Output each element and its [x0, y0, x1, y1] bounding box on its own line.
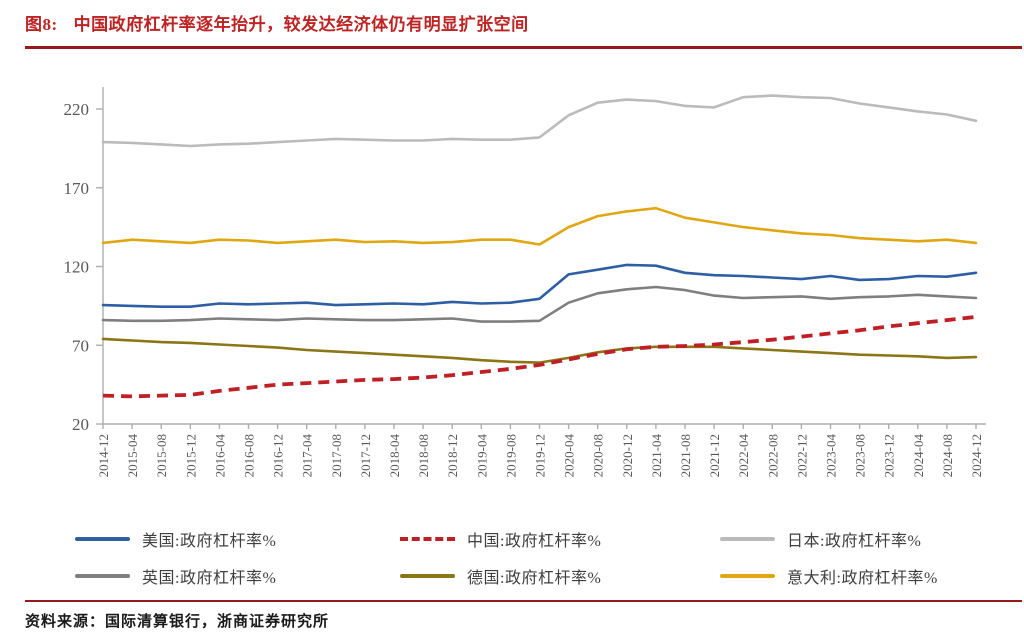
x-tick-label: 2015-12 [183, 434, 198, 477]
x-tick-label: 2019-04 [474, 434, 489, 478]
series-line-意大利 [101, 206, 978, 246]
source-text: 国际清算银行，浙商证券研究所 [105, 614, 330, 630]
legend-label: 德国:政府杠杆率% [467, 570, 602, 587]
x-tick-label: 2019-12 [533, 434, 548, 477]
x-tick-label: 2021-08 [678, 434, 693, 477]
x-tick-label: 2018-12 [445, 434, 460, 477]
x-tick-label: 2024-04 [911, 434, 926, 478]
legend-swatch-line [75, 574, 130, 578]
x-tick-label: 2016-08 [242, 434, 257, 477]
chart-area: 20 70 120 170 220 2014-12 2015-04 2015-08 2015-1… [0, 60, 1024, 520]
x-tick-label: 2024-08 [940, 434, 955, 477]
y-tick-label: 70 [72, 336, 89, 355]
y-tick-label: 20 [72, 415, 89, 434]
legend-item-日本: 日本:政府杠杆率% [720, 527, 995, 551]
x-tick-label: 2017-04 [300, 434, 315, 478]
x-tick-label: 2014-12 [96, 434, 111, 477]
x-tick-label: 2023-08 [853, 434, 868, 477]
x-tick-label: 2017-12 [358, 434, 373, 477]
y-tick-label: 170 [64, 179, 90, 198]
x-tick-label: 2024-12 [969, 434, 984, 477]
source-divider [25, 600, 1022, 602]
x-tick-label: 2015-08 [154, 434, 169, 477]
legend-label: 中国:政府杠杆率% [467, 533, 602, 550]
leverage-chart: 20 70 120 170 220 2014-12 2015-04 2015-08 2015-1… [64, 87, 986, 478]
source-line: 资料来源：国际清算银行，浙商证券研究所 [25, 610, 329, 631]
legend-swatch-line [75, 537, 130, 541]
legend-item-德国: 德国:政府杠杆率% [400, 564, 720, 588]
legend-label: 日本:政府杠杆率% [787, 533, 922, 550]
legend-swatch-line [720, 574, 775, 578]
x-tick-label: 2018-04 [387, 434, 402, 478]
legend-swatch-line [400, 574, 455, 578]
x-tick-label: 2022-12 [794, 434, 809, 477]
x-tick-label: 2015-04 [125, 434, 140, 478]
legend-item-美国: 美国:政府杠杆率% [75, 527, 400, 551]
figure-title-line: 图8: 中国政府杠杆率逐年抬升，较发达经济体仍有明显扩张空间 [25, 10, 1005, 35]
legend-label: 英国:政府杠杆率% [142, 570, 277, 587]
figure-number: 图8: [25, 15, 58, 34]
legend-label: 意大利:政府杠杆率% [787, 570, 938, 587]
y-tick-label: 120 [64, 258, 90, 277]
series-line-德国 [101, 337, 978, 364]
series-line-英国 [101, 285, 978, 323]
x-tick-label: 2023-04 [824, 434, 839, 478]
x-tick-label: 2021-12 [707, 434, 722, 477]
x-tick-label: 2020-04 [562, 434, 577, 478]
y-tick-label: 220 [64, 100, 90, 119]
series-line-日本 [101, 94, 978, 148]
title-divider [25, 46, 1022, 49]
series-line-美国 [101, 263, 978, 308]
legend-item-英国: 英国:政府杠杆率% [75, 564, 400, 588]
figure-header: 图8: 中国政府杠杆率逐年抬升，较发达经济体仍有明显扩张空间 [25, 10, 1005, 35]
series-line-中国 [102, 315, 977, 399]
x-tick-label: 2016-04 [212, 434, 227, 478]
legend-item-中国: 中国:政府杠杆率% [400, 527, 720, 551]
legend-swatch-line [720, 537, 775, 541]
x-tick-label: 2020-12 [620, 434, 635, 477]
x-tick-label: 2016-12 [271, 434, 286, 477]
x-tick-label: 2019-08 [503, 434, 518, 477]
page-title: 中国政府杠杆率逐年抬升，较发达经济体仍有明显扩张空间 [73, 15, 529, 34]
x-tick-label: 2018-08 [416, 434, 431, 477]
x-tick-label: 2017-08 [329, 434, 344, 477]
legend-item-意大利: 意大利:政府杠杆率% [720, 564, 995, 588]
x-tick-label: 2023-12 [882, 434, 897, 477]
x-tick-label: 2021-04 [649, 434, 664, 478]
x-tick-label: 2022-08 [765, 434, 780, 477]
chart-legend: 美国:政府杠杆率% 中国:政府杠杆率% 日本:政府杠杆率% 英国:政府杠杆率% 德国:政… [75, 527, 995, 588]
legend-label: 美国:政府杠杆率% [142, 533, 277, 550]
legend-swatch-dashed-line [400, 537, 455, 541]
x-tick-label: 2020-08 [591, 434, 606, 477]
source-label: 资料来源： [25, 614, 106, 630]
x-tick-label: 2022-04 [736, 434, 751, 478]
